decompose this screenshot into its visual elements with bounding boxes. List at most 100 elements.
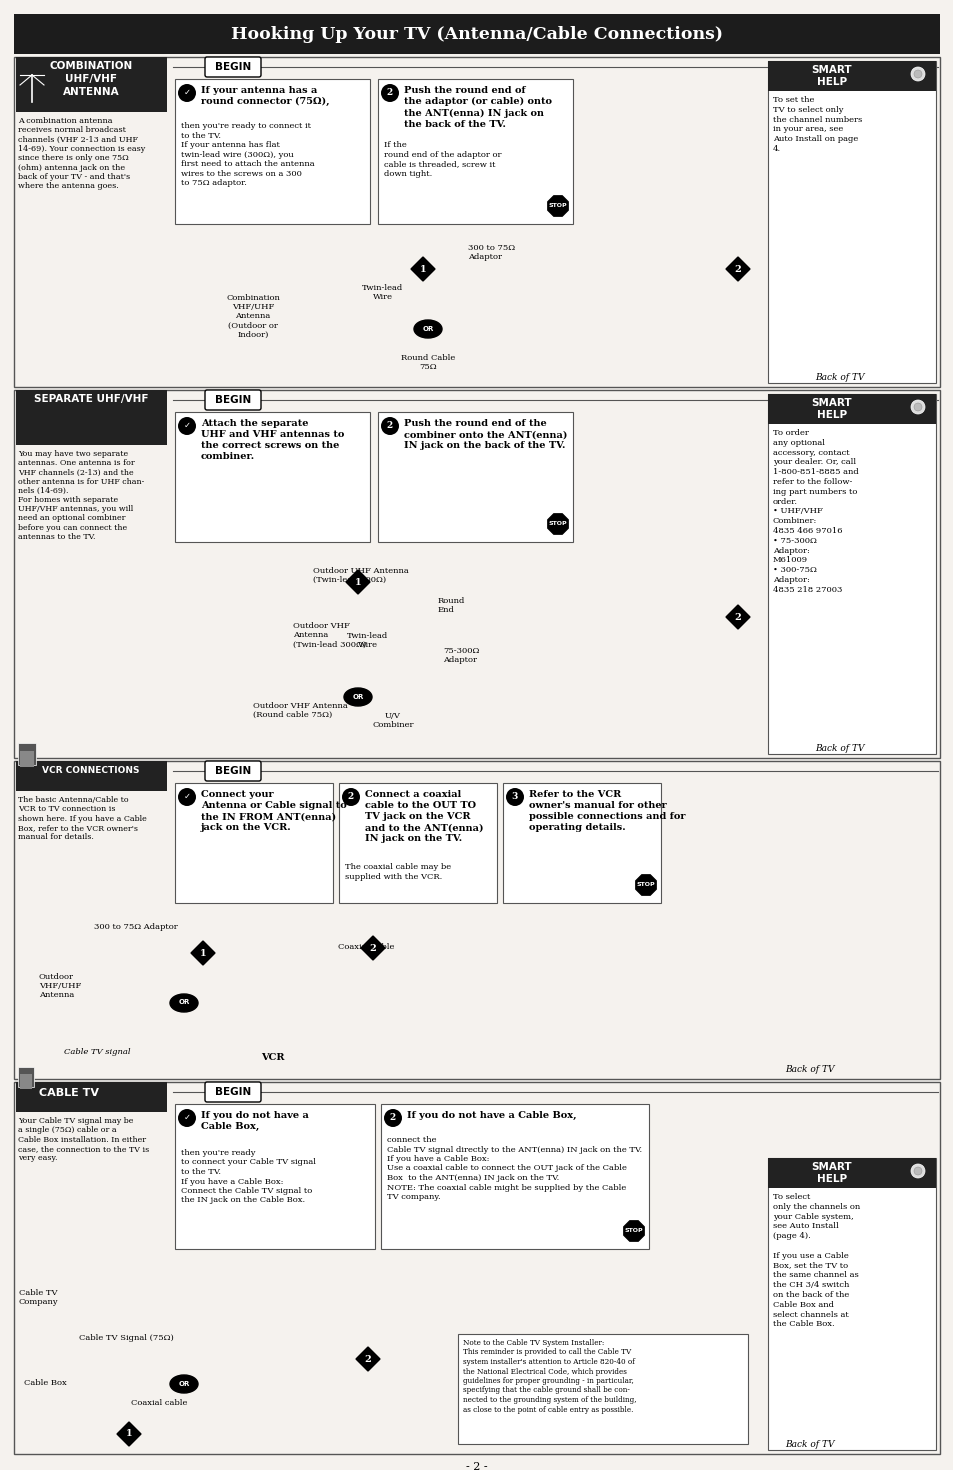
Text: Connect your
Antenna or Cable signal to
the IN FROM ANT(enna)
jack on the VCR.: Connect your Antenna or Cable signal to … — [201, 789, 346, 832]
Text: 2: 2 — [364, 1354, 371, 1364]
Bar — [767, 60, 935, 91]
Polygon shape — [411, 257, 435, 281]
Text: U/V
Combiner: U/V Combiner — [372, 711, 414, 729]
FancyBboxPatch shape — [205, 57, 261, 76]
Text: 1: 1 — [355, 578, 361, 587]
Text: then you're ready
to connect your Cable TV signal
to the TV.
If you have a Cable: then you're ready to connect your Cable … — [181, 1150, 315, 1204]
Text: then you're ready to connect it
to the TV.
If your antenna has flat
twin-lead wi: then you're ready to connect it to the T… — [181, 122, 314, 187]
Text: BEGIN: BEGIN — [214, 1086, 251, 1097]
Text: ✓: ✓ — [183, 792, 191, 801]
Text: The coaxial cable may be
supplied with the VCR.: The coaxial cable may be supplied with t… — [345, 863, 451, 881]
Text: OR: OR — [422, 325, 434, 332]
Text: To set the
TV to select only
the channel numbers
in your area, see
Auto Install : To set the TV to select only the channel… — [772, 96, 862, 153]
Circle shape — [910, 1164, 924, 1177]
Circle shape — [505, 788, 523, 806]
Text: STOP: STOP — [624, 1227, 642, 1233]
Bar — [338, 784, 497, 903]
Ellipse shape — [170, 994, 198, 1011]
Bar — [174, 79, 370, 223]
Text: Attach the separate
UHF and VHF antennas to
the correct screws on the
combiner.: Attach the separate UHF and VHF antennas… — [201, 419, 344, 462]
Text: Outdoor VHF
Antenna
(Twin-lead 300Ω): Outdoor VHF Antenna (Twin-lead 300Ω) — [293, 622, 366, 648]
Polygon shape — [725, 257, 749, 281]
Bar — [14, 15, 939, 54]
Polygon shape — [360, 936, 385, 960]
Circle shape — [341, 788, 359, 806]
Text: Back of TV: Back of TV — [815, 744, 863, 753]
Bar — [14, 761, 939, 1079]
Text: connect the
Cable TV signal directly to the ANT(enna) IN jack on the TV.
If you : connect the Cable TV signal directly to … — [387, 1136, 641, 1201]
Text: If your antenna has a
round connector (75Ω),: If your antenna has a round connector (7… — [201, 87, 330, 106]
Bar — [767, 1158, 935, 1449]
Text: SMART
HELP: SMART HELP — [811, 65, 851, 87]
Bar — [767, 60, 935, 384]
Bar — [380, 1104, 648, 1250]
Text: 75-300Ω
Adaptor: 75-300Ω Adaptor — [442, 647, 478, 664]
Polygon shape — [635, 875, 656, 895]
Ellipse shape — [344, 688, 372, 706]
Text: VCR CONNECTIONS: VCR CONNECTIONS — [42, 766, 139, 775]
Bar — [377, 79, 573, 223]
Ellipse shape — [414, 320, 441, 338]
Bar — [767, 1158, 935, 1188]
Text: ✓: ✓ — [183, 1113, 191, 1122]
Text: Back of TV: Back of TV — [784, 1064, 834, 1075]
Bar — [14, 57, 939, 387]
Text: If the
round end of the adaptor or
cable is threaded, screw it
down tight.: If the round end of the adaptor or cable… — [384, 141, 501, 178]
Bar — [16, 57, 167, 112]
Bar — [174, 1104, 375, 1250]
Ellipse shape — [170, 1374, 198, 1394]
Polygon shape — [547, 196, 568, 216]
Polygon shape — [346, 570, 370, 594]
Circle shape — [910, 68, 924, 81]
Text: Round
End: Round End — [437, 597, 465, 614]
Text: Twin-lead
Wire: Twin-lead Wire — [362, 284, 403, 301]
Text: - 2 -: - 2 - — [466, 1463, 487, 1470]
Text: To order
any optional
accessory, contact
your dealer. Or, call
1-800-851-8885 an: To order any optional accessory, contact… — [772, 429, 858, 594]
Text: Push the round end of
the adaptor (or cable) onto
the ANT(enna) IN jack on
the b: Push the round end of the adaptor (or ca… — [403, 87, 552, 129]
Bar — [18, 1067, 34, 1086]
Bar — [16, 1082, 167, 1111]
Text: VCR: VCR — [261, 1053, 284, 1061]
Text: Back of TV: Back of TV — [815, 373, 863, 382]
Text: 300 to 75Ω
Adaptor: 300 to 75Ω Adaptor — [468, 244, 515, 262]
Text: OR: OR — [178, 1380, 190, 1386]
Polygon shape — [117, 1421, 141, 1446]
Text: 3: 3 — [511, 792, 517, 801]
Text: 2: 2 — [348, 792, 354, 801]
Text: SMART
HELP: SMART HELP — [811, 398, 851, 420]
Text: Cable TV
Company: Cable TV Company — [19, 1289, 58, 1307]
Text: STOP: STOP — [636, 882, 655, 886]
Circle shape — [384, 1108, 401, 1127]
Text: Outdoor
VHF/UHF
Antenna: Outdoor VHF/UHF Antenna — [39, 973, 81, 1000]
Text: BEGIN: BEGIN — [214, 62, 251, 72]
Text: To select
only the channels on
your Cable system,
see Auto Install
(page 4).

If: To select only the channels on your Cabl… — [772, 1194, 860, 1329]
Bar — [767, 394, 935, 754]
Text: 2: 2 — [734, 613, 740, 622]
Bar — [174, 784, 333, 903]
Text: If you do not have a Cable Box,: If you do not have a Cable Box, — [407, 1111, 576, 1120]
FancyBboxPatch shape — [205, 390, 261, 410]
Bar — [14, 1082, 939, 1454]
Circle shape — [910, 400, 924, 415]
Text: STOP: STOP — [548, 520, 567, 526]
Circle shape — [380, 84, 398, 101]
Text: 2: 2 — [369, 944, 376, 953]
Text: BEGIN: BEGIN — [214, 395, 251, 406]
Text: Outdoor UHF Antenna
(Twin-lead 300Ω): Outdoor UHF Antenna (Twin-lead 300Ω) — [313, 567, 408, 584]
Text: ✓: ✓ — [183, 420, 191, 431]
Text: If you do not have a
Cable Box,: If you do not have a Cable Box, — [201, 1111, 309, 1130]
Circle shape — [913, 1167, 921, 1175]
Text: OR: OR — [352, 694, 363, 700]
Text: Twin-lead
Wire: Twin-lead Wire — [347, 632, 388, 650]
Text: Coaxial cable: Coaxial cable — [337, 942, 394, 951]
Text: SMART
HELP: SMART HELP — [811, 1163, 851, 1183]
Text: Refer to the VCR
owner's manual for other
possible connections and for
operating: Refer to the VCR owner's manual for othe… — [529, 789, 685, 832]
Circle shape — [380, 417, 398, 435]
Text: Push the round end of the
combiner onto the ANT(enna)
IN jack on the back of the: Push the round end of the combiner onto … — [403, 419, 567, 450]
Bar — [502, 784, 660, 903]
Bar — [457, 1333, 747, 1444]
Text: Cable TV Signal (75Ω): Cable TV Signal (75Ω) — [79, 1333, 173, 1342]
FancyBboxPatch shape — [205, 761, 261, 781]
Text: CABLE TV: CABLE TV — [39, 1088, 99, 1098]
Text: 2: 2 — [387, 88, 393, 97]
